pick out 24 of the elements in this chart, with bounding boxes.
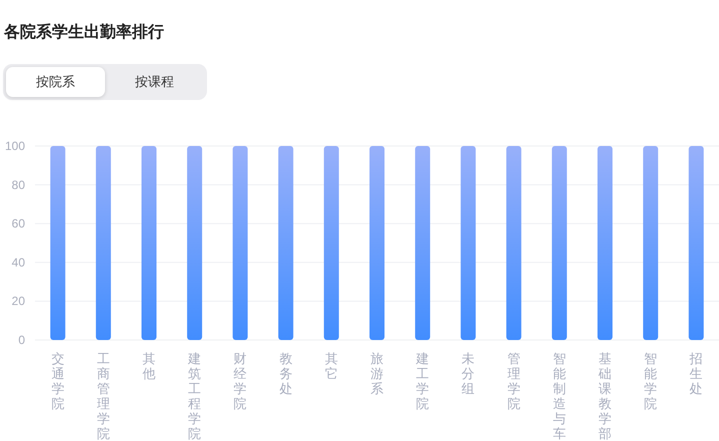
y-tick-label: 100 [4,139,26,153]
chart-title: 各院系学生出勤率排行 [4,22,164,43]
x-tick-label: 建工学院 [415,352,430,412]
x-tick-label: 未分组 [462,352,475,397]
x-tick-label: 旅游系 [370,352,384,397]
y-tick-label: 0 [18,333,26,347]
y-tick-label: 80 [12,178,26,192]
x-tick-label: 交通学院 [51,351,64,412]
y-tick-label: 40 [12,255,26,270]
x-tick-label: 财经学院 [234,352,247,412]
y-tick-label: 20 [12,294,26,308]
x-tick-label: 工商管理学院 [96,352,110,441]
x-tick-label: 智能学院 [644,352,658,412]
x-tick-label: 教务处 [279,352,292,397]
x-tick-label: 智能制造与车 [552,352,566,441]
x-tick-label: 建筑工程学院 [187,352,202,441]
x-tick-label: 其它 [324,352,338,382]
x-tick-label: 基础课教学部 [598,352,612,441]
y-tick-label: 60 [12,216,26,231]
tab: 按课程 [105,67,204,97]
x-tick-label: 管理学院 [507,352,520,412]
x-tick-label: 其他 [142,352,156,382]
tab: 按院系 [6,67,105,97]
x-tick-label: 招生处 [688,352,703,397]
